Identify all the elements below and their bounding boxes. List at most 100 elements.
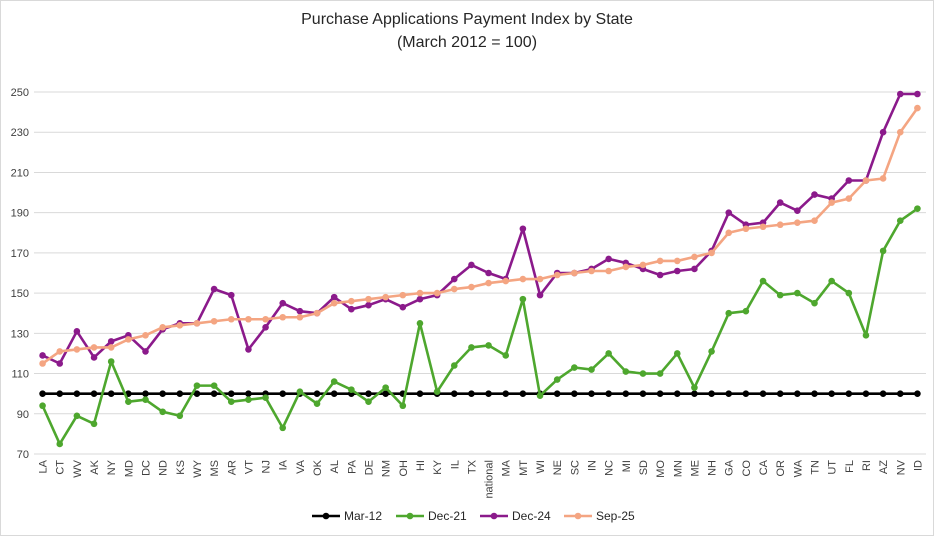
x-tick-label-ne: NE <box>552 460 564 475</box>
point-mar-12-ma <box>502 390 510 397</box>
point-mar-12-mo <box>656 390 664 397</box>
x-tick-label-oh: OH <box>398 460 410 477</box>
point-dec-21-nc <box>605 350 612 357</box>
x-tick-label-la: LA <box>38 459 50 473</box>
point-dec-24-wv <box>73 328 81 335</box>
point-mar-12-sd <box>639 390 647 397</box>
x-tick-label-ri: RI <box>861 460 873 471</box>
point-sep-25-wi <box>536 275 544 283</box>
x-tick-label-id: ID <box>912 460 924 471</box>
x-tick-label-ms: MS <box>209 460 221 477</box>
point-sep-25-dc <box>142 332 149 339</box>
point-sep-25-nj <box>262 315 269 323</box>
point-dec-21-in <box>588 366 595 373</box>
x-tick-label-de: DE <box>364 460 376 475</box>
point-sep-25-nv <box>896 128 904 136</box>
point-mar-12-ks <box>176 390 184 397</box>
point-mar-12-de <box>365 390 372 397</box>
legend-item-mar-12: Mar-12 <box>312 509 382 523</box>
point-mar-12-ia <box>279 390 287 397</box>
y-tick-label-250: 250 <box>11 87 29 99</box>
x-tick-label-hi: HI <box>415 460 427 471</box>
point-dec-21-mn <box>673 350 681 357</box>
y-tick-label-90: 90 <box>17 409 29 421</box>
gridlines <box>34 91 926 455</box>
series-dec-21 <box>39 205 921 448</box>
point-dec-24-wa <box>794 207 801 214</box>
point-dec-21-dc <box>142 396 149 404</box>
point-sep-25-sd <box>639 261 647 269</box>
point-mar-12-tn <box>811 390 818 397</box>
x-tick-label-md: MD <box>123 460 135 477</box>
x-tick-label-nd: ND <box>158 460 170 476</box>
point-mar-12-ar <box>227 390 235 397</box>
point-sep-25-va <box>296 313 304 321</box>
x-tick-label-il: IL <box>449 460 461 469</box>
point-sep-25-mi <box>622 263 630 271</box>
point-mar-12-mn <box>673 390 681 397</box>
point-mar-12-ny <box>107 390 115 397</box>
legend-marker-dec-24 <box>490 512 498 520</box>
point-sep-25-ut <box>828 199 835 206</box>
point-dec-24-or <box>776 199 784 206</box>
x-tick-label-ia: IA <box>278 459 290 470</box>
point-dec-21-il <box>450 362 458 369</box>
point-sep-25-il <box>450 285 458 293</box>
x-tick-label-ok: OK <box>312 459 324 476</box>
point-dec-21-ri <box>862 332 870 339</box>
series-line-dec-24 <box>42 92 918 365</box>
point-mar-12-national <box>485 390 492 397</box>
x-tick-label-nm: NM <box>381 460 393 477</box>
chart-subtitle: (March 2012 = 100) <box>396 34 538 51</box>
point-sep-25-ct <box>56 348 64 355</box>
point-dec-21-tx <box>468 344 475 351</box>
point-dec-24-tn <box>811 191 818 198</box>
x-tick-label-ut: UT <box>827 460 839 475</box>
point-sep-25-ar <box>227 315 235 323</box>
point-mar-12-fl <box>845 390 853 397</box>
point-dec-21-la <box>39 402 46 410</box>
x-tick-label-or: OR <box>775 460 787 477</box>
point-mar-12-in <box>588 390 595 397</box>
point-dec-24-ct <box>56 360 64 367</box>
legend-item-dec-24: Dec-24 <box>480 509 551 523</box>
x-tick-label-mi: MI <box>621 460 633 472</box>
point-mar-12-nd <box>159 390 166 397</box>
x-tick-label-wa: WA <box>792 459 804 477</box>
point-dec-21-wv <box>73 412 81 420</box>
legend-marker-sep-25 <box>574 512 582 520</box>
point-sep-25-national <box>485 279 492 287</box>
point-sep-25-fl <box>845 195 853 202</box>
x-tick-label-me: ME <box>689 460 701 477</box>
x-tick-label-nv: NV <box>895 459 907 475</box>
point-dec-24-de <box>365 301 372 309</box>
x-tick-label-va: VA <box>295 459 307 474</box>
point-sep-25-or <box>776 221 784 229</box>
point-dec-24-ms <box>210 285 218 293</box>
point-dec-24-al <box>330 293 338 301</box>
y-axis: 70 90 110 130 150 170 190 210 230 250 <box>11 87 29 461</box>
x-tick-label-nj: NJ <box>261 460 273 473</box>
point-dec-21-ny <box>107 358 115 365</box>
point-sep-25-id <box>914 104 921 112</box>
point-dec-24-hi <box>416 295 424 303</box>
point-dec-21-al <box>330 378 338 385</box>
point-dec-21-az <box>879 247 887 255</box>
x-tick-label-dc: DC <box>141 460 153 476</box>
point-sep-25-mn <box>673 257 681 265</box>
point-sep-25-la <box>39 360 46 367</box>
point-dec-24-oh <box>399 303 407 311</box>
point-sep-25-ma <box>502 277 510 285</box>
series-line-dec-21 <box>41 207 919 446</box>
x-tick-label-ct: CT <box>55 460 67 475</box>
point-dec-21-nh <box>708 348 715 355</box>
point-dec-24-pa <box>348 305 355 313</box>
point-mar-12-ok <box>313 390 321 397</box>
point-sep-25-vt <box>245 315 252 323</box>
point-dec-24-nv <box>896 90 904 98</box>
x-axis: LA CT WV AK NY MD DC ND KS WY MS AR VT NJ IA VA OK AL PA DE… <box>38 459 925 498</box>
point-mar-12-nv <box>896 390 904 397</box>
point-sep-25-nd <box>159 324 166 331</box>
point-sep-25-co <box>742 225 750 233</box>
point-mar-12-ut <box>828 390 835 397</box>
